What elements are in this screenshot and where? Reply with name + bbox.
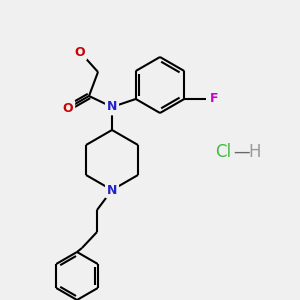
Text: O: O	[63, 101, 73, 115]
Text: Cl: Cl	[215, 143, 231, 161]
Text: —: —	[233, 143, 250, 161]
Text: N: N	[107, 100, 117, 113]
Text: F: F	[210, 92, 218, 106]
Text: H: H	[248, 143, 260, 161]
Text: N: N	[107, 184, 117, 196]
Text: O: O	[75, 46, 85, 59]
